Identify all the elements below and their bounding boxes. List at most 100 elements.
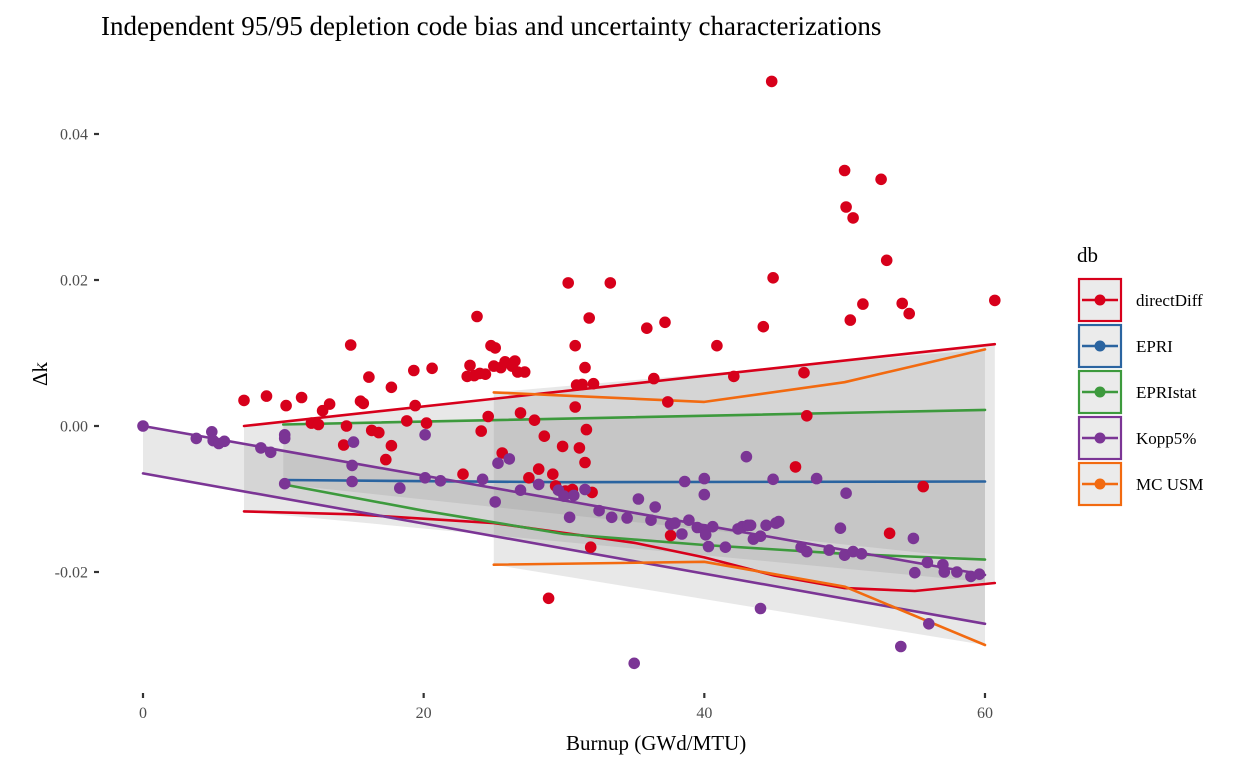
point-directdiff <box>579 361 591 374</box>
point-kopp5 <box>678 475 691 488</box>
point-directdiff <box>562 277 574 289</box>
legend-point-icon <box>1094 340 1106 352</box>
point-directdiff <box>547 468 559 481</box>
x-tick-label: 40 <box>696 705 712 722</box>
x-tick-label: 60 <box>977 705 993 722</box>
point-directdiff <box>801 410 813 422</box>
point-kopp5 <box>593 504 605 517</box>
point-directdiff <box>583 312 595 324</box>
point-kopp5 <box>346 475 358 488</box>
point-kopp5 <box>347 436 360 448</box>
point-directdiff <box>569 339 581 352</box>
point-kopp5 <box>923 618 935 630</box>
point-kopp5 <box>740 450 753 463</box>
point-kopp5 <box>255 442 267 454</box>
point-kopp5 <box>206 426 218 438</box>
point-kopp5 <box>645 514 657 526</box>
legend-point-icon <box>1094 478 1106 490</box>
legend: db directDiff EPRI EPRIstat Kopp5% MC USM <box>1077 243 1204 507</box>
point-kopp5 <box>628 657 640 670</box>
point-kopp5 <box>699 529 712 541</box>
point-directdiff <box>323 398 336 410</box>
point-kopp5 <box>434 475 447 487</box>
point-directdiff <box>340 420 353 432</box>
point-directdiff <box>482 410 495 423</box>
legend-item-mc-usm: MC USM <box>1077 461 1204 507</box>
point-directdiff <box>464 359 476 372</box>
point-kopp5 <box>278 477 291 490</box>
point-directdiff <box>844 314 857 326</box>
point-directdiff <box>875 173 887 186</box>
point-kopp5 <box>492 457 504 470</box>
point-directdiff <box>883 527 896 540</box>
point-directdiff <box>917 480 929 493</box>
point-kopp5 <box>683 514 695 526</box>
point-kopp5 <box>676 528 688 540</box>
point-kopp5 <box>834 522 847 534</box>
point-directdiff <box>401 415 413 427</box>
point-directdiff <box>408 364 420 377</box>
x-tick-label: 20 <box>416 705 432 722</box>
x-tick-label: 0 <box>139 705 147 722</box>
point-directdiff <box>556 440 569 453</box>
point-kopp5 <box>770 517 782 529</box>
point-directdiff <box>576 378 588 391</box>
legend-item-directdiff: directDiff <box>1077 277 1203 323</box>
point-directdiff <box>711 339 723 352</box>
point-directdiff <box>280 399 292 412</box>
line-mc-usm-lower <box>492 560 987 647</box>
legend-label: EPRIstat <box>1136 383 1197 402</box>
point-directdiff <box>260 390 273 402</box>
legend-point-icon <box>1094 294 1106 306</box>
point-directdiff <box>767 272 779 284</box>
line-mc-usm-upper <box>492 348 987 404</box>
point-kopp5 <box>754 530 767 542</box>
point-kopp5 <box>921 556 934 569</box>
chart-title: Independent 95/95 depletion code bias an… <box>101 11 881 41</box>
point-kopp5 <box>907 532 920 545</box>
point-kopp5 <box>190 432 203 445</box>
point-kopp5 <box>973 568 986 580</box>
y-tick-label: 0.04 <box>60 127 88 144</box>
point-directdiff <box>789 461 802 473</box>
point-kopp5 <box>760 519 772 532</box>
point-directdiff <box>538 430 551 443</box>
band-directdiff <box>244 344 995 583</box>
point-directdiff <box>847 212 859 224</box>
point-directdiff <box>528 414 541 427</box>
point-directdiff <box>896 297 908 310</box>
point-directdiff <box>363 371 375 383</box>
point-kopp5 <box>754 602 767 615</box>
legend-label: Kopp5% <box>1136 429 1196 448</box>
line-directdiff-lower <box>242 510 997 593</box>
point-directdiff <box>420 417 433 429</box>
point-directdiff <box>840 201 852 213</box>
point-directdiff <box>479 368 492 381</box>
point-directdiff <box>880 254 893 267</box>
line-epristat-upper <box>282 408 987 426</box>
point-directdiff <box>337 439 350 451</box>
point-directdiff <box>989 294 1001 307</box>
point-kopp5 <box>278 432 291 445</box>
y-axis: -0.02 0.00 0.02 0.04 <box>55 127 99 582</box>
point-kopp5 <box>218 435 231 448</box>
point-directdiff <box>373 426 385 439</box>
point-directdiff <box>579 456 591 469</box>
point-kopp5 <box>719 541 732 553</box>
line-kopp5-lower <box>141 472 987 626</box>
point-directdiff <box>584 541 597 553</box>
point-kopp5 <box>489 496 502 508</box>
point-kopp5 <box>579 483 591 496</box>
point-directdiff <box>664 529 677 542</box>
point-kopp5 <box>264 446 277 459</box>
y-tick-label: 0.00 <box>60 419 88 436</box>
legend-point-icon <box>1094 432 1106 444</box>
point-directdiff <box>659 316 671 329</box>
point-directdiff <box>475 425 488 437</box>
point-kopp5 <box>810 472 823 485</box>
point-directdiff <box>426 362 438 375</box>
point-kopp5 <box>698 472 711 485</box>
point-directdiff <box>385 439 398 452</box>
point-directdiff <box>523 472 535 484</box>
point-directdiff <box>798 366 810 379</box>
